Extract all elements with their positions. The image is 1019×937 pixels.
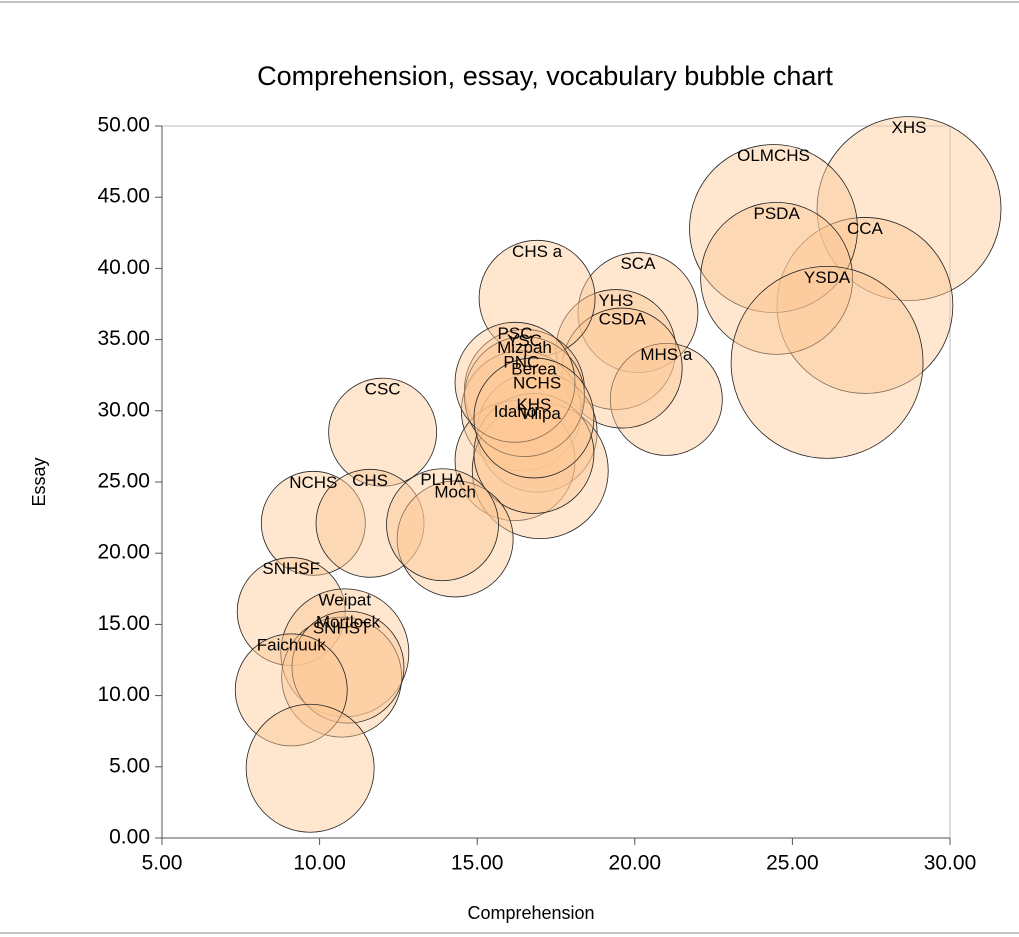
bubble-label: MHS a — [640, 345, 693, 364]
bubble — [464, 336, 585, 457]
bubble-label: PSC — [498, 324, 533, 343]
bubble-label: Berea — [511, 359, 557, 378]
y-tick-label: 20.00 — [97, 541, 150, 564]
bubble — [464, 329, 585, 450]
bubble-label: KHS — [516, 395, 551, 414]
y-tick-label: 15.00 — [97, 612, 150, 635]
bubble — [260, 470, 366, 576]
bubble-label: YSDA — [804, 268, 851, 287]
bubble — [281, 616, 403, 738]
bubble-label: SCA — [620, 254, 656, 273]
bubble-label: PSDA — [753, 204, 800, 223]
x-tick-label: 20.00 — [609, 852, 662, 875]
y-tick-label: 50.00 — [97, 114, 150, 137]
bubble — [234, 633, 348, 747]
y-tick-label: 5.00 — [109, 754, 150, 777]
bubble-label: YHS — [598, 291, 633, 310]
bubble-label: SNHSF — [262, 559, 320, 578]
bubble-label: OLMCHS — [737, 146, 810, 165]
x-axis-title: Comprehension — [467, 903, 594, 923]
bubble — [609, 343, 723, 456]
x-tick-label: 5.00 — [142, 852, 183, 875]
x-tick-label: 10.00 — [293, 852, 346, 875]
bubble — [776, 217, 954, 394]
bubble-label: CHS — [352, 471, 388, 490]
bubble — [577, 252, 699, 373]
bubble-label: Moch — [434, 482, 476, 501]
bubble-label: Vilipa — [520, 404, 562, 423]
bubble-label: Weipat — [319, 590, 372, 609]
chart-title: Comprehension, essay, vocabulary bubble … — [257, 61, 833, 91]
bubble-label: PLHA — [420, 470, 465, 489]
y-tick-label: 40.00 — [97, 256, 150, 279]
bubble — [561, 307, 683, 429]
bubble — [236, 557, 346, 666]
bubble — [700, 201, 854, 355]
bubble — [280, 588, 410, 718]
bubble — [473, 393, 595, 514]
bubble — [476, 371, 598, 493]
bubble — [730, 265, 924, 459]
bubble-label: SNHST — [313, 619, 371, 638]
bubble-label: PNC — [503, 352, 539, 371]
bubble — [689, 144, 858, 313]
y-tick-label: 25.00 — [97, 470, 150, 493]
bubble-label: YSC — [507, 331, 542, 350]
bubble — [245, 703, 375, 833]
bubble-label: XHS — [892, 118, 927, 137]
y-tick-label: 10.00 — [97, 683, 150, 706]
bubble-label: CSDA — [599, 310, 647, 329]
bubble-label: CSC — [365, 380, 401, 399]
bubble — [460, 350, 582, 472]
bubble — [555, 289, 677, 410]
bubble-label: CHS a — [512, 242, 563, 261]
bubble — [478, 239, 596, 357]
x-tick-label: 25.00 — [766, 852, 819, 875]
bubble — [291, 610, 405, 724]
bubble-label: Faichuuk — [257, 635, 326, 654]
bubble — [471, 402, 609, 540]
x-tick-label: 15.00 — [451, 852, 504, 875]
bubble — [473, 357, 595, 479]
y-axis-title: Essay — [29, 457, 49, 506]
y-tick-label: 30.00 — [97, 398, 150, 421]
bubble — [396, 480, 514, 598]
bubble-label: NCHS — [513, 374, 561, 393]
bubble — [386, 468, 499, 582]
y-tick-label: 35.00 — [97, 327, 150, 350]
bubble — [454, 321, 576, 443]
bubble-label: CCA — [847, 219, 884, 238]
y-tick-label: 45.00 — [97, 185, 150, 208]
y-tick-label: 0.00 — [109, 826, 150, 849]
x-tick-label: 30.00 — [924, 852, 977, 875]
bubble-label: NCHS — [289, 473, 337, 492]
bubble — [328, 377, 438, 487]
bubble-label: Idaho — [494, 402, 537, 421]
bubble — [315, 468, 425, 578]
bubble-label: Mizpah — [497, 338, 552, 357]
bubble — [816, 116, 1002, 301]
bubble-label: Mortlock — [316, 613, 381, 632]
